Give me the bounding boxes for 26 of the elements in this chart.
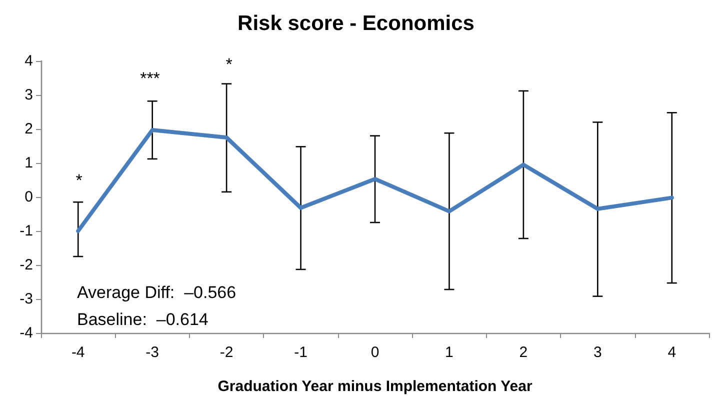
x-tick-label: 4 — [668, 344, 676, 361]
y-tick-label: 2 — [24, 120, 33, 138]
line-series — [76, 128, 674, 233]
x-axis-title: Graduation Year minus Implementation Year — [218, 378, 532, 395]
chart-title: Risk score - Economics — [238, 12, 474, 35]
x-tick-label: -3 — [146, 344, 160, 361]
annotation: Baseline: –0.614 — [77, 310, 208, 329]
x-tick-label: 2 — [519, 344, 528, 361]
annotation: * — [226, 55, 233, 74]
y-tick-label: 3 — [24, 86, 33, 104]
x-tick-label: -1 — [294, 344, 308, 361]
annotation: * — [76, 171, 83, 190]
x-tick-label: 3 — [593, 344, 602, 361]
x-tick-label: 1 — [445, 344, 454, 361]
y-tick-label: -1 — [20, 222, 33, 240]
y-tick-label: 1 — [24, 154, 33, 172]
x-tick-label: 0 — [370, 344, 380, 361]
y-tick-label: 0 — [24, 188, 33, 206]
x-tick-label: -2 — [220, 344, 234, 361]
y-tick-label: -4 — [20, 324, 33, 342]
annotation: *** — [140, 69, 160, 88]
x-tick-label: -4 — [71, 344, 85, 361]
y-tick-label: 4 — [24, 52, 33, 70]
y-tick-label: -2 — [20, 256, 33, 274]
annotation: Average Diff: –0.566 — [77, 283, 236, 302]
y-tick-label: -3 — [20, 290, 33, 308]
